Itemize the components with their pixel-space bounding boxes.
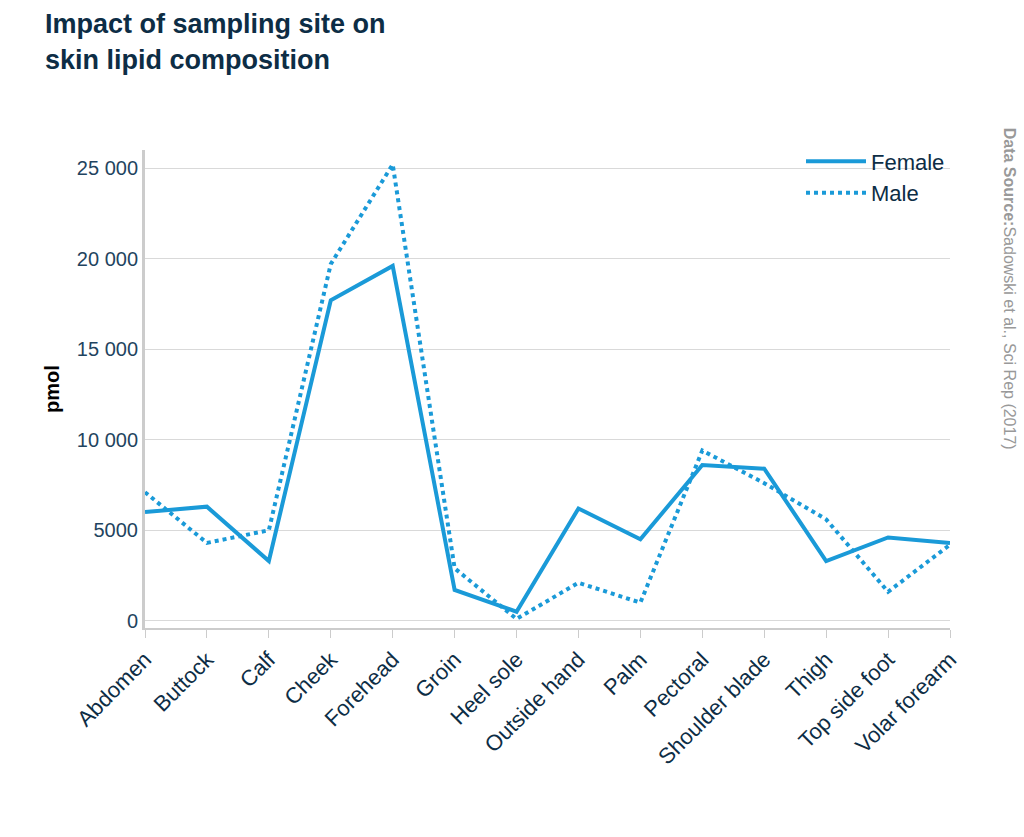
svg-text:Data Source:Sadowski et al., S: Data Source:Sadowski et al., Sci Rep (20… (1001, 128, 1018, 450)
svg-text:Forehead: Forehead (320, 647, 404, 731)
svg-text:Female: Female (871, 150, 944, 175)
svg-text:pmol: pmol (41, 365, 63, 413)
svg-text:Thigh: Thigh (781, 647, 838, 704)
svg-text:Groin: Groin (410, 647, 466, 703)
svg-text:20 000: 20 000 (77, 248, 138, 270)
svg-text:Abdomen: Abdomen (72, 647, 156, 731)
svg-text:Outside hand: Outside hand (480, 647, 590, 757)
svg-text:5000: 5000 (94, 519, 139, 541)
svg-text:Volar forearm: Volar forearm (850, 647, 961, 758)
svg-text:15 000: 15 000 (77, 338, 138, 360)
svg-text:0: 0 (127, 610, 138, 632)
svg-text:Cheek: Cheek (279, 646, 342, 709)
svg-text:Calf: Calf (235, 646, 281, 692)
svg-text:Buttock: Buttock (149, 646, 219, 716)
svg-text:25 000: 25 000 (77, 157, 138, 179)
svg-text:Pectoral: Pectoral (639, 647, 714, 722)
svg-text:Impact of sampling site on ski: Impact of sampling site on skin lipid co… (45, 9, 393, 74)
svg-text:10 000: 10 000 (77, 429, 138, 451)
svg-text:Palm: Palm (599, 647, 652, 700)
svg-text:Top side foot: Top side foot (794, 647, 900, 753)
svg-text:Heel sole: Heel sole (445, 647, 528, 730)
svg-text:Male: Male (871, 181, 919, 206)
svg-text:Shoulder blade: Shoulder blade (653, 647, 775, 769)
